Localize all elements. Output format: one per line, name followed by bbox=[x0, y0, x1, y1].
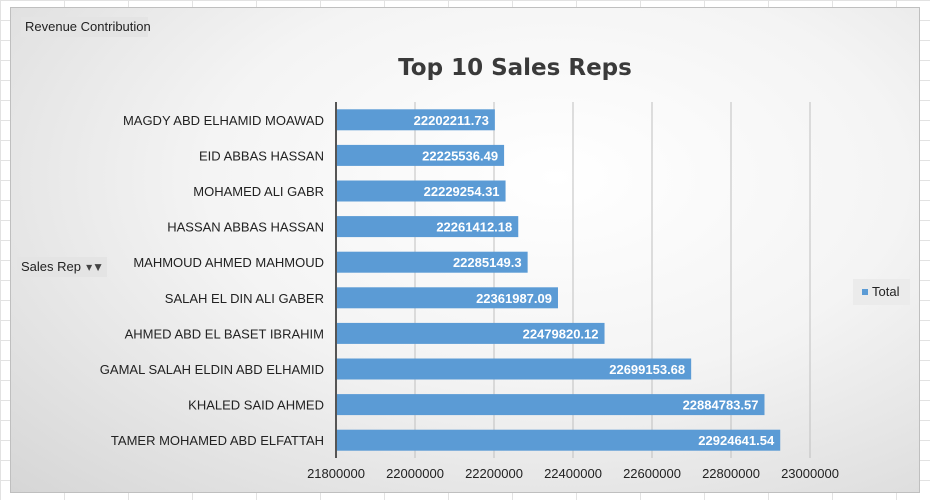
category-label: EID ABBAS HASSAN bbox=[199, 148, 324, 163]
x-tick-label: 22600000 bbox=[623, 466, 681, 481]
x-tick-label: 22200000 bbox=[465, 466, 523, 481]
data-label: 22229254.31 bbox=[424, 184, 500, 199]
category-label: MAHMOUD AHMED MAHMOUD bbox=[133, 255, 324, 270]
data-label: 22479820.12 bbox=[523, 326, 599, 341]
data-label: 22884783.57 bbox=[683, 398, 759, 413]
data-label: 22261412.18 bbox=[436, 220, 512, 235]
x-tick-label: 23000000 bbox=[781, 466, 839, 481]
legend-key-total bbox=[862, 289, 868, 295]
data-label: 22202211.73 bbox=[414, 113, 489, 128]
data-label: 22285149.3 bbox=[453, 255, 522, 270]
row-field-button-sales-rep[interactable]: Sales Rep ▾▼ bbox=[17, 257, 107, 277]
category-label: SALAH EL DIN ALI GABER bbox=[165, 291, 324, 306]
bar[interactable] bbox=[336, 287, 558, 309]
row-field-label: Sales Rep bbox=[21, 259, 81, 274]
category-label: HASSAN ABBAS HASSAN bbox=[167, 220, 324, 235]
x-tick-label: 22400000 bbox=[544, 466, 602, 481]
x-tick-label: 21800000 bbox=[307, 466, 365, 481]
data-label: 22361987.09 bbox=[476, 291, 552, 306]
chart-field-button-revenue[interactable]: Revenue Contribution bbox=[21, 17, 151, 37]
bar[interactable] bbox=[336, 394, 765, 416]
category-label: AHMED ABD EL BASET IBRAHIM bbox=[125, 326, 324, 341]
chart-title: Top 10 Sales Reps bbox=[398, 55, 632, 81]
bar[interactable] bbox=[336, 429, 781, 451]
category-label: TAMER MOHAMED ABD ELFATTAH bbox=[111, 433, 324, 448]
data-label: 22225536.49 bbox=[422, 148, 498, 163]
legend[interactable]: Total bbox=[853, 279, 910, 305]
bar[interactable] bbox=[336, 144, 505, 166]
x-tick-label: 22800000 bbox=[702, 466, 760, 481]
bar[interactable] bbox=[336, 180, 506, 202]
category-label: MOHAMED ALI GABR bbox=[193, 184, 324, 199]
legend-label-total: Total bbox=[872, 284, 900, 299]
category-label: KHALED SAID AHMED bbox=[188, 398, 324, 413]
bar[interactable] bbox=[336, 358, 692, 380]
bar[interactable] bbox=[336, 251, 528, 273]
x-tick-label: 22000000 bbox=[386, 466, 444, 481]
bar[interactable] bbox=[336, 322, 605, 344]
data-label: 22924641.54 bbox=[698, 433, 775, 448]
filter-dropdown-icon[interactable]: ▾▼ bbox=[86, 260, 104, 274]
data-label: 22699153.68 bbox=[609, 362, 685, 377]
category-label: MAGDY ABD ELHAMID MOAWAD bbox=[123, 113, 324, 128]
category-label: GAMAL SALAH ELDIN ABD ELHAMID bbox=[100, 362, 324, 377]
bar[interactable] bbox=[336, 109, 495, 131]
bar[interactable] bbox=[336, 216, 519, 238]
